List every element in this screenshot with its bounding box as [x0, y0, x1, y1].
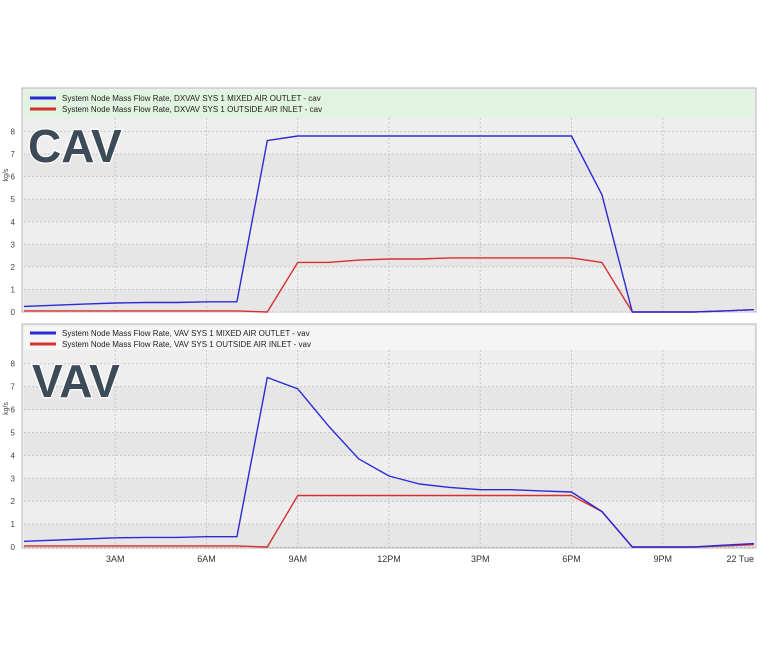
vav-y-tick-label: 0 [11, 543, 16, 552]
vav-legend-label-outside-air: System Node Mass Flow Rate, VAV SYS 1 OU… [62, 340, 311, 349]
cav-y-tick-label: 6 [11, 173, 16, 182]
cav-y-tick-label: 1 [11, 285, 16, 294]
cav-y-tick-label: 5 [11, 195, 16, 204]
cav-y-tick-label: 7 [11, 150, 16, 159]
vav-x-tick-label: 3AM [106, 554, 125, 564]
vav-legend-box[interactable] [24, 326, 754, 350]
cav-band [24, 289, 754, 312]
vav-x-tick-label: 22 Tue [726, 554, 754, 564]
vav-y-tick-label: 6 [11, 406, 16, 415]
vav-x-tick-label: 6AM [197, 554, 216, 564]
cav-mixed-air-outlet-line[interactable] [23, 135, 755, 313]
vav-y-tick-label: 5 [11, 428, 16, 437]
vav-x-tick-label: 6PM [562, 554, 581, 564]
cav-y-tick-label: 8 [11, 128, 16, 137]
vav-x-tick-label: 9PM [653, 554, 672, 564]
vav-y-tick-label: 4 [11, 451, 16, 460]
vav-legend-label-mixed-air: System Node Mass Flow Rate, VAV SYS 1 MI… [62, 329, 310, 338]
cav-y-tick-label: 3 [11, 240, 16, 249]
vav-chart-panel: System Node Mass Flow Rate, VAV SYS 1 MI… [3, 323, 757, 564]
vav-y-tick-label: 7 [11, 383, 16, 392]
cav-y-tick-label: 4 [11, 218, 16, 227]
cav-legend-label-mixed-air: System Node Mass Flow Rate, DXVAV SYS 1 … [62, 94, 321, 103]
vav-y-tick-label: 3 [11, 474, 16, 483]
cav-y-axis-label: kg/s [3, 168, 10, 181]
cav-legend-label-outside-air: System Node Mass Flow Rate, DXVAV SYS 1 … [62, 105, 322, 114]
vav-band [24, 478, 754, 502]
cav-y-tick-label: 0 [11, 308, 16, 317]
vav-legend: System Node Mass Flow Rate, VAV SYS 1 MI… [30, 329, 311, 349]
vav-y-tick-label: 1 [11, 520, 16, 529]
vav-y-axis-label: kg/s [3, 402, 10, 415]
vav-mixed-air-outlet-line[interactable] [23, 376, 755, 548]
cav-overlay-label: CAV [28, 120, 122, 172]
vav-x-tick-label: 12PM [377, 554, 401, 564]
vav-x-tick-label: 9AM [288, 554, 307, 564]
vav-overlay-label: VAV [32, 355, 120, 407]
cav-chart-panel: System Node Mass Flow Rate, DXVAV SYS 1 … [3, 87, 757, 317]
cav-legend-box[interactable] [24, 90, 754, 118]
vav-y-tick-label: 2 [11, 497, 16, 506]
cav-band [24, 154, 754, 177]
vav-y-tick-label: 8 [11, 360, 16, 369]
cav-legend: System Node Mass Flow Rate, DXVAV SYS 1 … [30, 94, 322, 114]
cav-y-tick-label: 2 [11, 263, 16, 272]
vav-x-tick-label: 3PM [471, 554, 490, 564]
